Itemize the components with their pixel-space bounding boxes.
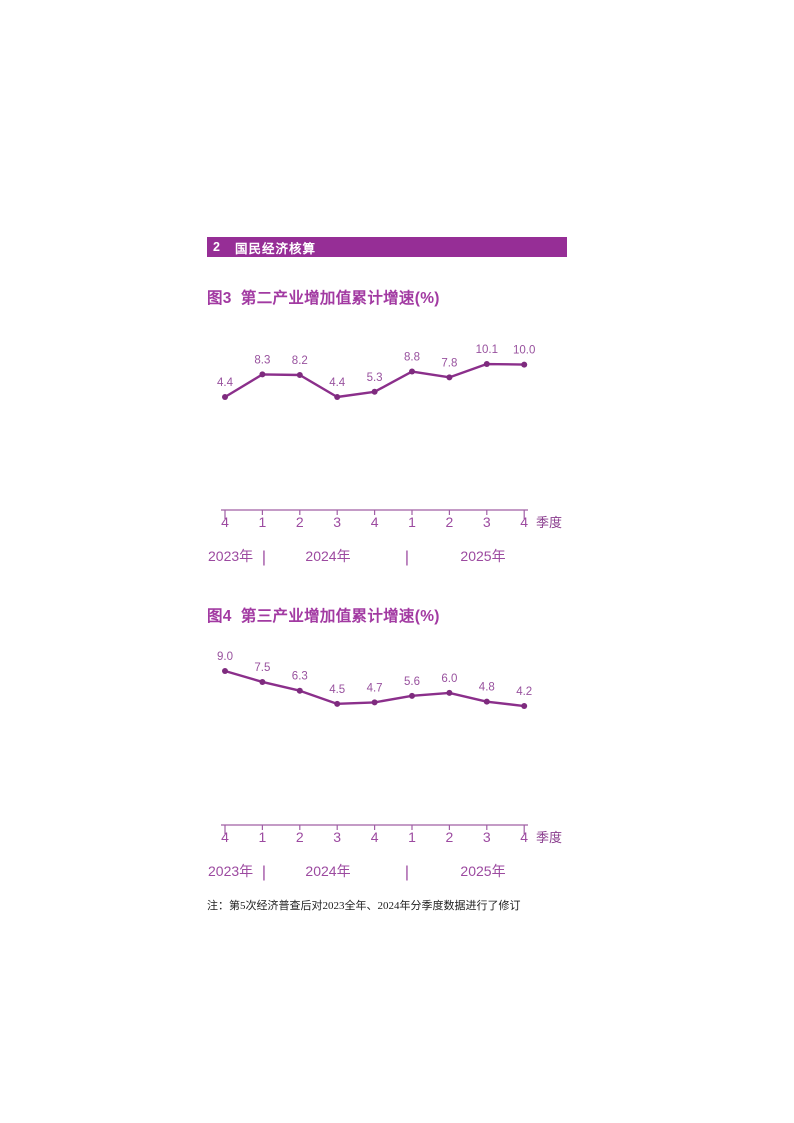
data-point xyxy=(446,689,453,696)
year-label: 2025年 xyxy=(460,863,505,879)
year-label: 2024年 xyxy=(305,548,350,564)
x-tick-label: 4 xyxy=(520,514,528,530)
x-tick-label: 4 xyxy=(371,514,379,530)
x-tick-label: 1 xyxy=(408,829,416,845)
x-tick-label: 1 xyxy=(408,514,416,530)
data-point-label: 4.5 xyxy=(329,684,345,696)
chart-figure-3: 图3 第二产业增加值累计增速(%) 4.4 8.3 8.2 4.4 5.3 8.8 7.8 1… xyxy=(207,286,579,572)
x-tick-label: 4 xyxy=(371,829,379,845)
data-point xyxy=(371,699,378,706)
data-point xyxy=(409,368,415,375)
data-point xyxy=(334,700,341,707)
data-point-label: 7.8 xyxy=(441,357,457,369)
x-tick-label: 2 xyxy=(296,829,304,845)
data-point-label: 5.3 xyxy=(367,372,383,384)
data-point-label: 4.8 xyxy=(479,682,495,694)
year-separator: | xyxy=(405,864,409,881)
data-point-label: 4.2 xyxy=(516,686,532,698)
year-separator: | xyxy=(262,549,266,566)
x-tick-label: 3 xyxy=(333,514,341,530)
data-point xyxy=(296,372,303,379)
year-label: 2025年 xyxy=(460,548,505,564)
data-point xyxy=(334,394,341,400)
x-tick-label: 1 xyxy=(259,829,267,845)
x-tick-label: 4 xyxy=(221,829,229,845)
data-point-label: 8.3 xyxy=(254,354,270,366)
data-point xyxy=(371,388,378,395)
data-point-label: 5.6 xyxy=(404,676,420,688)
data-point xyxy=(296,687,303,694)
section-number: 2 xyxy=(213,240,220,254)
data-point-label: 4.4 xyxy=(329,377,346,389)
data-point-label: 6.0 xyxy=(441,673,457,685)
data-point xyxy=(409,692,415,699)
data-point xyxy=(222,394,228,400)
data-point-label: 7.5 xyxy=(254,662,270,674)
chart-title: 图4 第三产业增加值累计增速(%) xyxy=(207,608,440,625)
x-axis-unit-label: 季度 xyxy=(536,830,562,845)
x-tick-label: 2 xyxy=(296,514,304,530)
line-chart-svg: 9.0 7.5 6.3 4.5 4.7 5.6 6.0 4.8 4.2 4 1 2 3 4 1 2 3 4 季度 20… xyxy=(208,651,562,881)
year-separator: | xyxy=(262,864,266,881)
line-chart-svg: 4.4 8.3 8.2 4.4 5.3 8.8 7.8 10.1 10.0 4 1 2 3 4 1 2 3 4 季度… xyxy=(208,344,562,566)
x-axis-unit-label: 季度 xyxy=(536,515,562,530)
chart-figure-4: 图4 第三产业增加值累计增速(%) 9.0 7.5 6.3 4.5 4.7 5.6 6.0 4… xyxy=(207,604,579,890)
x-tick-label: 3 xyxy=(483,514,491,530)
data-point xyxy=(483,698,490,705)
section-header: 2 国民经济核算 xyxy=(207,237,567,257)
data-point-label: 4.7 xyxy=(367,682,383,694)
data-point-label: 9.0 xyxy=(217,651,233,663)
data-point xyxy=(222,668,228,674)
chart-title: 图3 第二产业增加值累计增速(%) xyxy=(207,290,440,307)
data-point xyxy=(259,371,266,378)
data-point-label: 6.3 xyxy=(292,671,308,683)
data-point-label: 8.2 xyxy=(292,355,308,367)
footnote: 注：第5次经济普查后对2023全年、2024年分季度数据进行了修订 xyxy=(207,900,521,912)
x-tick-label: 4 xyxy=(221,514,229,530)
year-separator: | xyxy=(405,549,409,566)
x-tick-label: 2 xyxy=(446,829,454,845)
x-tick-label: 4 xyxy=(520,829,528,845)
data-point-label: 8.8 xyxy=(404,352,420,364)
data-point xyxy=(446,374,453,381)
year-label: 2024年 xyxy=(305,863,350,879)
data-point xyxy=(483,361,490,368)
x-tick-label: 3 xyxy=(483,829,491,845)
year-label: 2023年 xyxy=(208,863,253,879)
x-tick-label: 1 xyxy=(259,514,267,530)
data-point xyxy=(521,703,528,710)
section-title: 国民经济核算 xyxy=(234,241,316,256)
data-point xyxy=(521,361,528,368)
x-tick-label: 2 xyxy=(446,514,454,530)
data-point xyxy=(259,678,266,685)
year-label: 2023年 xyxy=(208,548,253,564)
data-point-label: 4.4 xyxy=(217,377,234,389)
x-tick-label: 3 xyxy=(333,829,341,845)
data-point-label: 10.1 xyxy=(476,344,498,356)
data-point-label: 10.0 xyxy=(513,345,535,357)
